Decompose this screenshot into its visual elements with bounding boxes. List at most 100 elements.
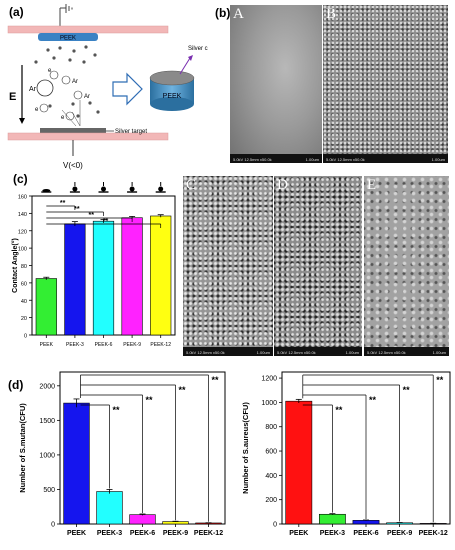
y-tick-label: 1200: [261, 376, 277, 383]
peek-sample-top-label: PEEK: [60, 36, 76, 42]
panel-label-a: (a): [9, 5, 24, 19]
sem-info-b: 5.0kV 12.5mm x50.0k: [326, 157, 365, 162]
silver-target: [40, 128, 106, 133]
field-label: E: [9, 91, 16, 103]
sem-scale-a: 1.00um: [305, 157, 319, 162]
x-tick-label: PEEK-6: [353, 530, 378, 537]
sem-letter-b: B: [326, 6, 337, 22]
y-tick-label: 160: [18, 195, 27, 201]
sem-image-a: A 5.0kV 12.5mm x50.0k 1.00um: [230, 5, 322, 163]
significance-mark: **: [212, 375, 220, 385]
sem-image-c: C 5.0kV 12.5mm x50.0k 1.00um: [183, 176, 273, 356]
panel-label-c: (c): [13, 172, 28, 186]
x-tick-label: PEEK-12: [194, 530, 223, 537]
y-axis-label: Number of S.mutan(CFU): [18, 403, 27, 493]
silver-particles: [34, 45, 100, 118]
y-tick-label: 400: [265, 473, 277, 480]
y-tick-label: 1000: [261, 400, 277, 407]
voltage-label: V(<0): [63, 161, 83, 170]
y-tick-label: 100: [18, 247, 27, 253]
sem-databar-a: [230, 154, 322, 163]
sem-scale-c: 1.00um: [256, 350, 270, 355]
y-tick-label: 0: [24, 334, 27, 340]
bottom-plate: [7, 132, 169, 141]
x-tick-label: PEEK-12: [419, 530, 448, 537]
significance-mark: **: [74, 206, 80, 213]
x-tick-label: PEEK: [40, 342, 54, 348]
significance-mark: **: [436, 375, 444, 385]
argon-label: Ar: [29, 86, 37, 93]
sem-letter-e: E: [367, 177, 377, 193]
electron-label-2: e: [35, 107, 39, 113]
sem-letter-a: A: [233, 6, 244, 22]
significance-mark: **: [369, 395, 377, 405]
sem-scale-e: 1.00um: [432, 350, 446, 355]
sputtering-schematic: PEEK E Ar e e e Ar Ar Silver target V(<0…: [7, 4, 208, 170]
x-tick-label: PEEK-6: [130, 530, 155, 537]
y-tick-label: 500: [43, 487, 55, 494]
coated-peek-label: PEEK: [163, 93, 182, 100]
droplet-body: [158, 186, 164, 192]
y-tick-label: 1000: [39, 452, 55, 459]
y-tick-label: 800: [265, 424, 277, 431]
sem-image-e: E 5.0kV 12.5mm x50.0k 1.00um: [364, 176, 449, 356]
argon-ions: [61, 75, 83, 100]
droplet-icon: [98, 182, 109, 193]
droplet-body: [72, 186, 78, 192]
significance-mark: **: [60, 200, 66, 207]
y-tick-label: 2000: [39, 383, 55, 390]
bar: [352, 520, 380, 525]
x-tick-label: PEEK-6: [95, 342, 113, 348]
significance-mark: **: [88, 212, 94, 219]
sem-scale-b: 1.00um: [431, 157, 445, 162]
sem-databar-e: [364, 347, 449, 356]
x-tick-label: PEEK-9: [123, 342, 141, 348]
bar: [64, 223, 86, 336]
x-tick-label: PEEK-9: [163, 530, 188, 537]
y-tick-label: 600: [265, 449, 277, 456]
bar: [63, 402, 90, 525]
droplet-icon: [127, 182, 138, 193]
y-tick-label: 60: [21, 281, 27, 287]
droplet-icon: [155, 182, 166, 193]
droplet-body: [129, 186, 135, 192]
bar: [318, 513, 346, 525]
collision-lines: [61, 100, 81, 127]
bar: [129, 514, 156, 525]
significance-mark: **: [335, 405, 343, 415]
x-tick-label: PEEK: [289, 530, 308, 537]
bar: [35, 278, 57, 336]
argon-ion-label-2: Ar: [84, 94, 90, 100]
droplet-body: [101, 186, 106, 192]
ground-symbol: [59, 4, 73, 26]
y-tick-label: 120: [18, 229, 27, 235]
argon-atom: [36, 79, 54, 97]
sem-databar-b: [323, 154, 448, 163]
field-arrow: [19, 65, 25, 124]
y-tick-label: 80: [21, 264, 27, 270]
x-tick-label: PEEK-3: [320, 530, 345, 537]
bar: [96, 491, 123, 525]
droplet-icon: [69, 182, 80, 193]
sem-image-d: D 5.0kV 12.5mm x50.0k 1.00um: [274, 176, 362, 356]
y-tick-label: 0: [51, 522, 55, 529]
sem-scale-d: 1.00um: [345, 350, 359, 355]
x-tick-label: PEEK-3: [97, 530, 122, 537]
bar: [92, 220, 115, 336]
coated-peek-top: [149, 70, 195, 86]
argon-ion-label-1: Ar: [72, 79, 78, 85]
sem-info-a: 5.0kV 12.5mm x50.0k: [233, 157, 272, 162]
sem-image-b: B 5.0kV 12.5mm x50.0k 1.00um: [323, 5, 448, 163]
x-tick-label: PEEK-9: [387, 530, 412, 537]
sem-databar-d: [274, 347, 362, 356]
coating-callout-arrow: [179, 57, 191, 75]
significance-mark: **: [103, 218, 109, 225]
coating-callout-arrowhead: [188, 55, 193, 61]
y-tick-label: 140: [18, 212, 27, 218]
y-tick-label: 1500: [39, 418, 55, 425]
peek-sample-top: [38, 33, 98, 41]
coated-peek-bottom: [150, 97, 194, 111]
contact-angle-chart: 0 20 40 60 80 100 120 140 160 PEEK PEEK-3 PEEK-6 PEE…: [11, 182, 176, 348]
y-axis-label: Number of S.aureus(CFU): [241, 402, 250, 494]
process-arrow: [112, 72, 143, 106]
